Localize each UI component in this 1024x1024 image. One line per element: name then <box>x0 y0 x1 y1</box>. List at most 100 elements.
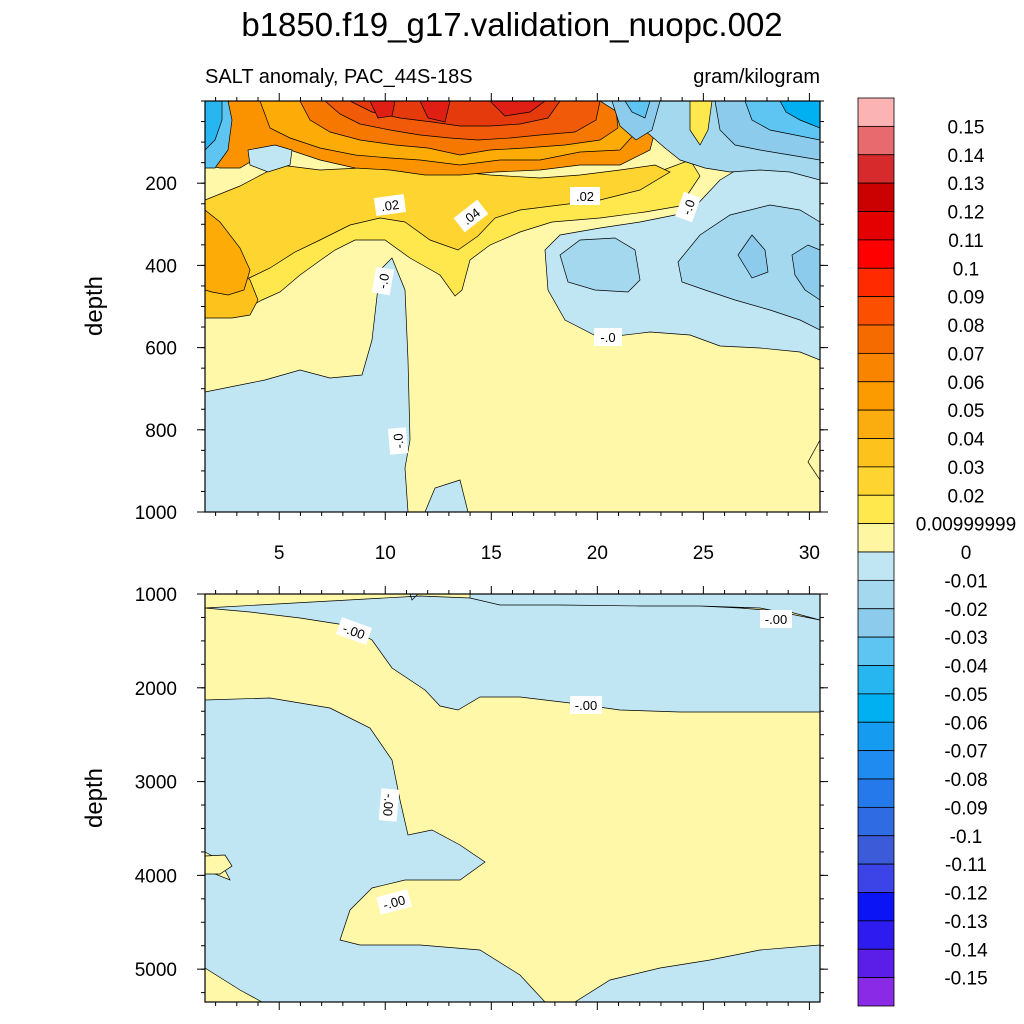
lower-contour-labels: -.00 -.00 -.00 -.00 -.00 <box>335 610 792 915</box>
colorbar-swatch <box>857 750 895 780</box>
field-pos-right-edge <box>807 439 820 481</box>
colorbar-label: -0.01 <box>944 571 987 592</box>
contour-label: -.00 <box>380 793 397 817</box>
field-neg-right-top-3 <box>624 101 820 141</box>
colorbar-swatch <box>857 523 895 553</box>
colorbar-swatch <box>857 693 895 723</box>
field-pos-005 <box>205 209 251 296</box>
units-subtitle: gram/kilogram <box>693 66 820 88</box>
colorbar-label: 0.14 <box>948 146 985 167</box>
colorbar-label: 0.08 <box>948 316 985 337</box>
upper-contour-labels: .02 .04 .02 -.0 -.0 -.0 -.0 <box>371 187 701 455</box>
lower-contour-field <box>205 594 820 1002</box>
colorbar-swatch <box>857 892 895 922</box>
colorbar-label: -0.06 <box>944 713 987 734</box>
colorbar-swatch <box>857 381 895 411</box>
y-tick-label: 5000 <box>135 960 177 981</box>
contour-label: -.0 <box>600 330 615 345</box>
colorbar-swatch <box>857 977 895 1007</box>
y-tick-label: 600 <box>145 339 177 360</box>
colorbar-swatch <box>857 863 895 893</box>
colorbar-label: -0.08 <box>944 770 987 791</box>
upper-y-axis-label: depth <box>81 276 108 336</box>
colorbar-label: 0.00999999 <box>916 515 1016 536</box>
x-tick-label: 20 <box>587 543 608 564</box>
colorbar-swatch <box>857 466 895 496</box>
x-tick-label: 15 <box>481 543 502 564</box>
lower-axis-ticks: 1000 2000 3000 4000 5000 <box>135 585 828 1010</box>
field-lower-pos-left-bottom <box>205 967 263 1002</box>
colorbar-label: -0.1 <box>950 827 983 848</box>
colorbar-label: 0.02 <box>948 486 985 507</box>
colorbar-swatch <box>857 352 895 383</box>
colorbar-swatch <box>857 267 895 298</box>
colorbar-swatch <box>857 494 895 525</box>
field-neg-003-c <box>791 244 820 301</box>
colorbar-label: 0.07 <box>948 344 985 365</box>
contour-label: -.0 <box>390 433 406 449</box>
x-tick-label: 25 <box>693 543 714 564</box>
lower-panel: -.00 -.00 -.00 -.00 -.00 1000 2000 3000 400… <box>81 585 828 1010</box>
colorbar-swatch <box>857 97 895 127</box>
colorbar-label: 0.06 <box>948 373 985 394</box>
colorbar-label: -0.07 <box>944 742 987 763</box>
colorbar-swatch <box>857 608 895 638</box>
colorbar-label: -0.13 <box>944 912 987 933</box>
colorbar-label: -0.14 <box>944 940 988 961</box>
y-tick-label: 4000 <box>135 866 177 887</box>
x-tick-label: 10 <box>375 543 396 564</box>
figure-title: b1850.f19_g17.validation_nuopc.002 <box>241 6 782 43</box>
colorbar-label: 0.15 <box>948 117 985 138</box>
field-neg-left-top-2 <box>205 101 223 151</box>
colorbar-swatch <box>857 579 895 610</box>
contour-label: -.0 <box>375 272 392 290</box>
contour-label: -.0 <box>679 197 698 216</box>
colorbar-swatch <box>857 182 895 212</box>
colorbar-label: 0.12 <box>948 203 985 224</box>
field-lower-neg-right <box>574 944 820 1002</box>
colorbar-swatch <box>857 920 895 950</box>
colorbar-swatch <box>857 806 895 837</box>
y-tick-label: 400 <box>145 256 177 277</box>
colorbar-label: -0.12 <box>944 884 987 905</box>
colorbar-swatch <box>857 125 895 156</box>
y-tick-label: 1000 <box>135 503 177 524</box>
colorbar-swatch <box>857 665 895 695</box>
colorbar-label: -0.04 <box>944 657 988 678</box>
y-tick-label: 800 <box>145 421 177 442</box>
y-tick-label: 200 <box>145 174 177 195</box>
colorbar-swatch <box>857 239 895 269</box>
colorbar-label: 0.1 <box>953 259 979 280</box>
contour-label: -.00 <box>341 621 367 643</box>
field-pos-right-top-patch <box>689 101 713 146</box>
field-pos-010 <box>369 101 546 123</box>
contour-label: .02 <box>380 197 400 214</box>
colorbar-label: -0.03 <box>944 628 987 649</box>
colorbar-swatch <box>857 835 895 865</box>
y-tick-label: 2000 <box>135 679 177 700</box>
colorbar-swatch <box>857 154 895 184</box>
colorbar-swatch <box>857 324 895 354</box>
colorbar-label: 0.09 <box>948 288 985 309</box>
colorbar-swatch <box>857 636 895 666</box>
colorbar: 0.15 0.14 0.13 0.12 0.11 0.1 0.09 0.08 0.07 0.06 0… <box>857 97 1016 1007</box>
field-lower-pos-left-notch <box>205 854 233 875</box>
colorbar-label: -0.09 <box>944 798 987 819</box>
colorbar-swatch <box>857 438 895 468</box>
upper-panel: .02 .04 .02 -.0 -.0 -.0 -.0 200 400 600 800… <box>81 93 828 564</box>
x-tick-label: 30 <box>799 543 820 564</box>
contour-label: .02 <box>576 189 594 204</box>
colorbar-swatch <box>857 409 895 439</box>
contour-label: -.00 <box>765 612 787 627</box>
colorbar-label: -0.11 <box>945 855 987 876</box>
field-neg-small-left <box>247 144 293 173</box>
lower-y-axis-label: depth <box>81 768 108 828</box>
contour-label: -.00 <box>381 892 407 912</box>
colorbar-label: 0.13 <box>948 174 985 195</box>
colorbar-swatch <box>857 948 895 979</box>
field-neg-002-a <box>559 237 641 293</box>
colorbar-label: -0.15 <box>944 969 987 990</box>
upper-axis-ticks: 200 400 600 800 1000 5 10 15 20 25 30 <box>135 93 828 564</box>
colorbar-swatch <box>857 296 895 326</box>
